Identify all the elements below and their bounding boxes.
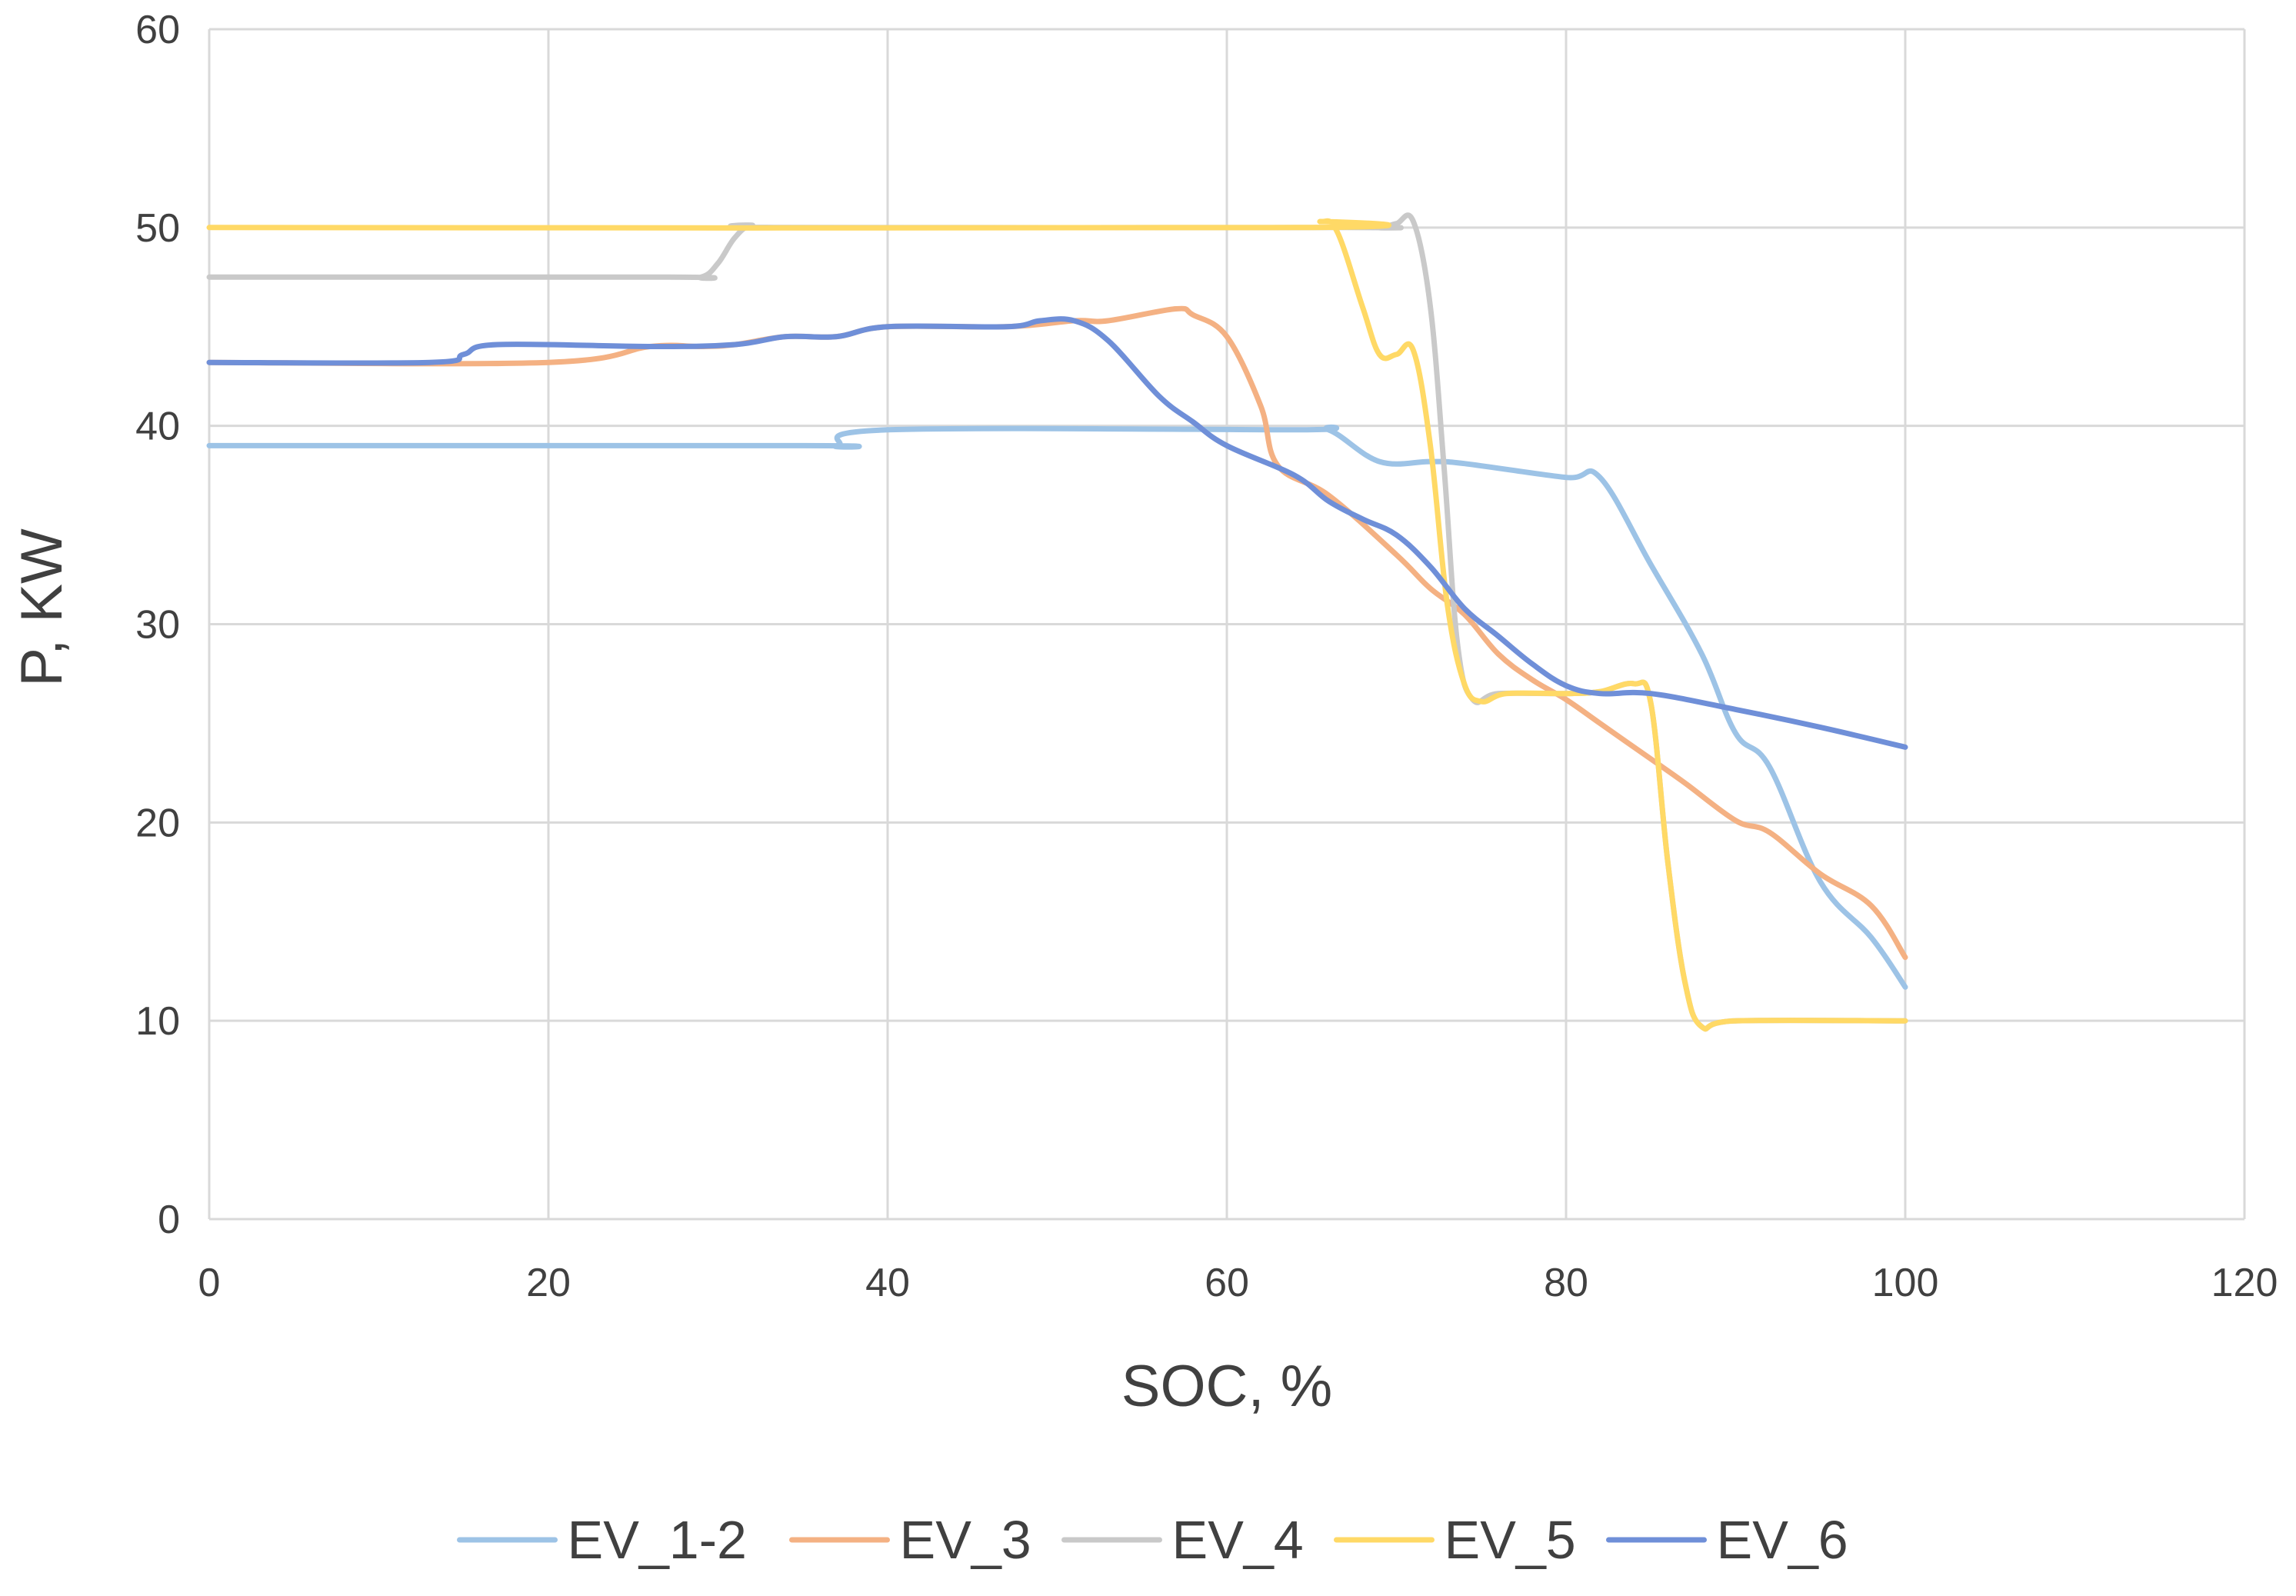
y-tick-label: 50: [135, 206, 180, 251]
x-tick-label: 100: [1872, 1261, 1939, 1305]
x-tick-label: 80: [1544, 1261, 1588, 1305]
x-tick-label: 40: [865, 1261, 910, 1305]
legend-item: EV_4: [1061, 1510, 1304, 1570]
legend: EV_1-2 EV_3 EV_4 EV_5 EV_6: [457, 1510, 1848, 1570]
series-line-ev-6: [206, 316, 1908, 750]
x-tick-label: 20: [526, 1261, 571, 1305]
y-tick-label: 40: [135, 405, 180, 449]
grid: [208, 28, 2246, 1221]
y-tick-label: 0: [158, 1198, 180, 1242]
y-tick-label: 60: [135, 8, 180, 52]
legend-label: EV_1-2: [568, 1510, 747, 1570]
y-axis-title: P, KW: [9, 528, 75, 687]
series-line-ev-4: [206, 212, 1908, 1032]
legend-item: EV_1-2: [457, 1510, 747, 1570]
series-line-ev-1-2: [206, 425, 1908, 990]
legend-label: EV_5: [1445, 1510, 1576, 1570]
y-tick-label: 30: [135, 603, 180, 648]
x-tick-label: 120: [2211, 1261, 2278, 1305]
legend-item: EV_3: [789, 1510, 1031, 1570]
series-lines: [206, 212, 1908, 1032]
legend-label: EV_6: [1717, 1510, 1848, 1570]
legend-item: EV_5: [1334, 1510, 1576, 1570]
legend-item: EV_6: [1606, 1510, 1848, 1570]
y-tick-label: 10: [135, 999, 180, 1044]
x-axis-title: SOC, %: [1121, 1354, 1333, 1419]
y-tick-label: 20: [135, 801, 180, 845]
tick-labels: 0 10 20 30 40 50 60 0 20 40 60 80 100 120: [135, 8, 2278, 1305]
series-line-ev-5: [206, 218, 1908, 1032]
x-tick-label: 60: [1205, 1261, 1249, 1305]
series-line-ev-3: [206, 305, 1908, 961]
x-tick-label: 0: [198, 1261, 221, 1305]
legend-label: EV_4: [1172, 1510, 1304, 1570]
legend-label: EV_3: [900, 1510, 1031, 1570]
